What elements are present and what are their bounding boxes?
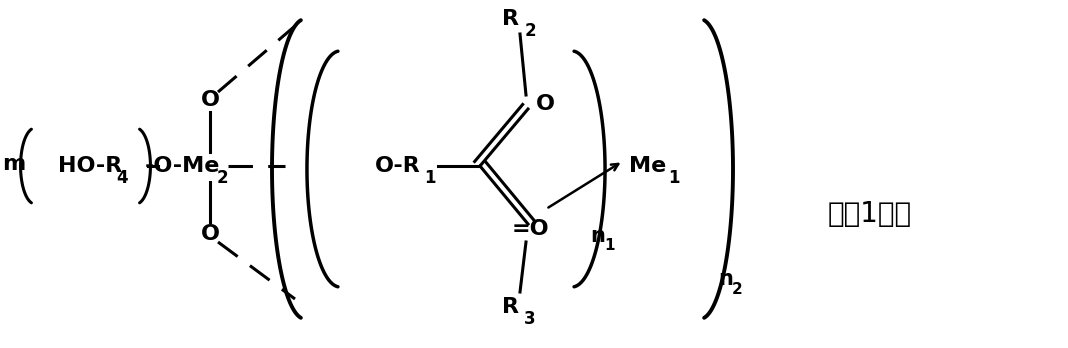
Text: HO-R: HO-R (58, 156, 122, 176)
Text: 2: 2 (216, 169, 227, 187)
Text: R: R (502, 9, 518, 29)
Text: 3: 3 (524, 310, 536, 328)
Text: 2: 2 (524, 22, 536, 40)
Text: 1: 1 (604, 238, 614, 253)
Text: 1: 1 (424, 169, 436, 187)
Text: =O: =O (512, 219, 549, 239)
Text: 1: 1 (669, 169, 679, 187)
Text: 4: 4 (116, 169, 128, 187)
Text: O-R: O-R (375, 156, 421, 176)
Text: n: n (590, 226, 604, 246)
Text: m: m (2, 154, 26, 174)
Text: O: O (201, 224, 220, 244)
Text: O: O (201, 90, 220, 110)
Text: n: n (718, 269, 733, 289)
Text: -O-Me: -O-Me (144, 156, 220, 176)
Text: 式（1），: 式（1）， (828, 200, 912, 228)
Text: Me: Me (629, 156, 666, 176)
Text: 2: 2 (732, 282, 742, 296)
Text: O: O (535, 94, 554, 114)
Text: R: R (502, 297, 518, 317)
